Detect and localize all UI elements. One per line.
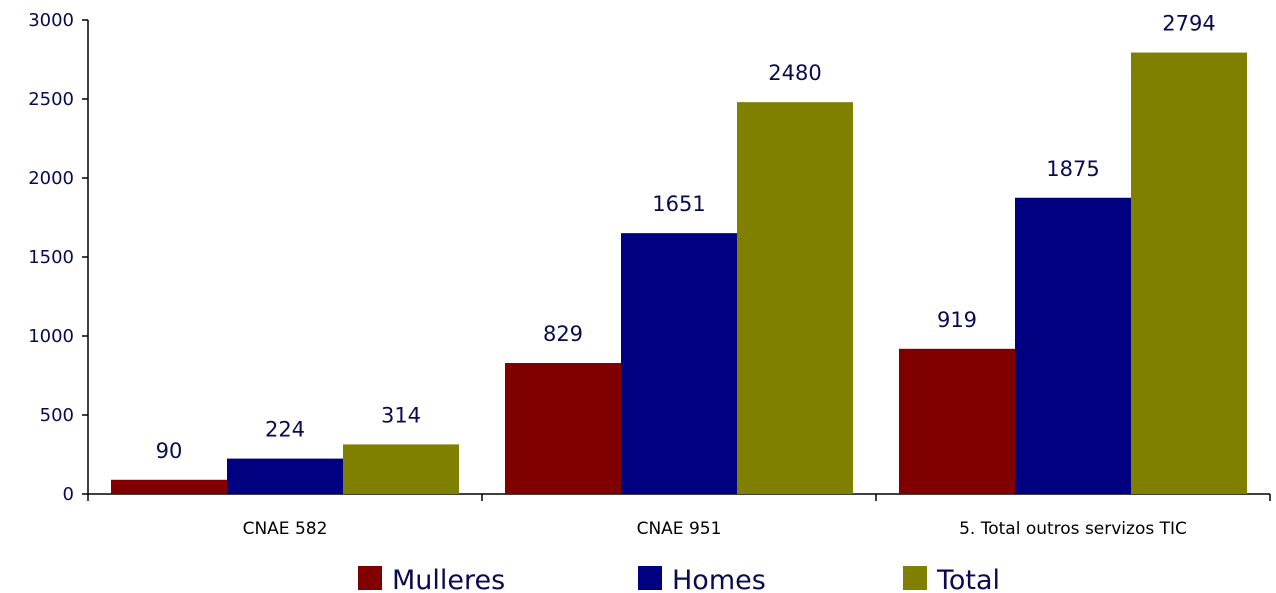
data-label: 1875 xyxy=(1046,157,1099,181)
data-label: 90 xyxy=(156,439,183,463)
bar-total-3 xyxy=(1131,52,1247,494)
y-tick-label: 1500 xyxy=(28,247,74,268)
data-label: 2794 xyxy=(1162,12,1215,36)
legend-swatch-mulleres xyxy=(358,566,382,590)
legend-label-mulleres: Mulleres xyxy=(392,565,505,593)
bar-homes-2 xyxy=(621,233,737,494)
data-labels: 90 224 314 829 1651 2480 919 1875 2794 xyxy=(156,12,1216,463)
data-label: 224 xyxy=(265,418,305,442)
y-tick-label: 3000 xyxy=(28,10,74,31)
data-label: 829 xyxy=(543,322,583,346)
bar-mulleres-1 xyxy=(111,479,227,494)
data-label: 919 xyxy=(937,308,977,332)
x-category-label: CNAE 951 xyxy=(637,519,722,539)
x-category-label: CNAE 582 xyxy=(243,519,328,539)
y-tick-label: 500 xyxy=(40,405,74,426)
y-tick-label: 0 xyxy=(63,484,74,505)
bar-mulleres-2 xyxy=(505,363,621,494)
y-tick-label: 2000 xyxy=(28,168,74,189)
bar-total-2 xyxy=(737,102,853,494)
axes: 0 500 1000 1500 2000 2500 3000 CNAE 582 CNAE 951… xyxy=(28,10,1271,539)
bar-total-1 xyxy=(343,444,459,494)
bar-mulleres-3 xyxy=(899,348,1015,494)
data-label: 314 xyxy=(381,403,421,427)
bar-homes-3 xyxy=(1015,197,1131,494)
legend-label-total: Total xyxy=(936,565,1000,593)
x-category-label: 5. Total outros servizos TIC xyxy=(959,519,1187,539)
legend: Mulleres Homes Total xyxy=(358,565,1000,593)
bars xyxy=(111,52,1247,494)
data-label: 1651 xyxy=(652,192,705,216)
legend-swatch-homes xyxy=(638,566,662,590)
data-label: 2480 xyxy=(768,61,821,85)
bar-homes-1 xyxy=(227,458,343,494)
y-tick-label: 1000 xyxy=(28,326,74,347)
legend-swatch-total xyxy=(903,566,927,590)
y-tick-label: 2500 xyxy=(28,89,74,110)
legend-label-homes: Homes xyxy=(672,565,766,593)
